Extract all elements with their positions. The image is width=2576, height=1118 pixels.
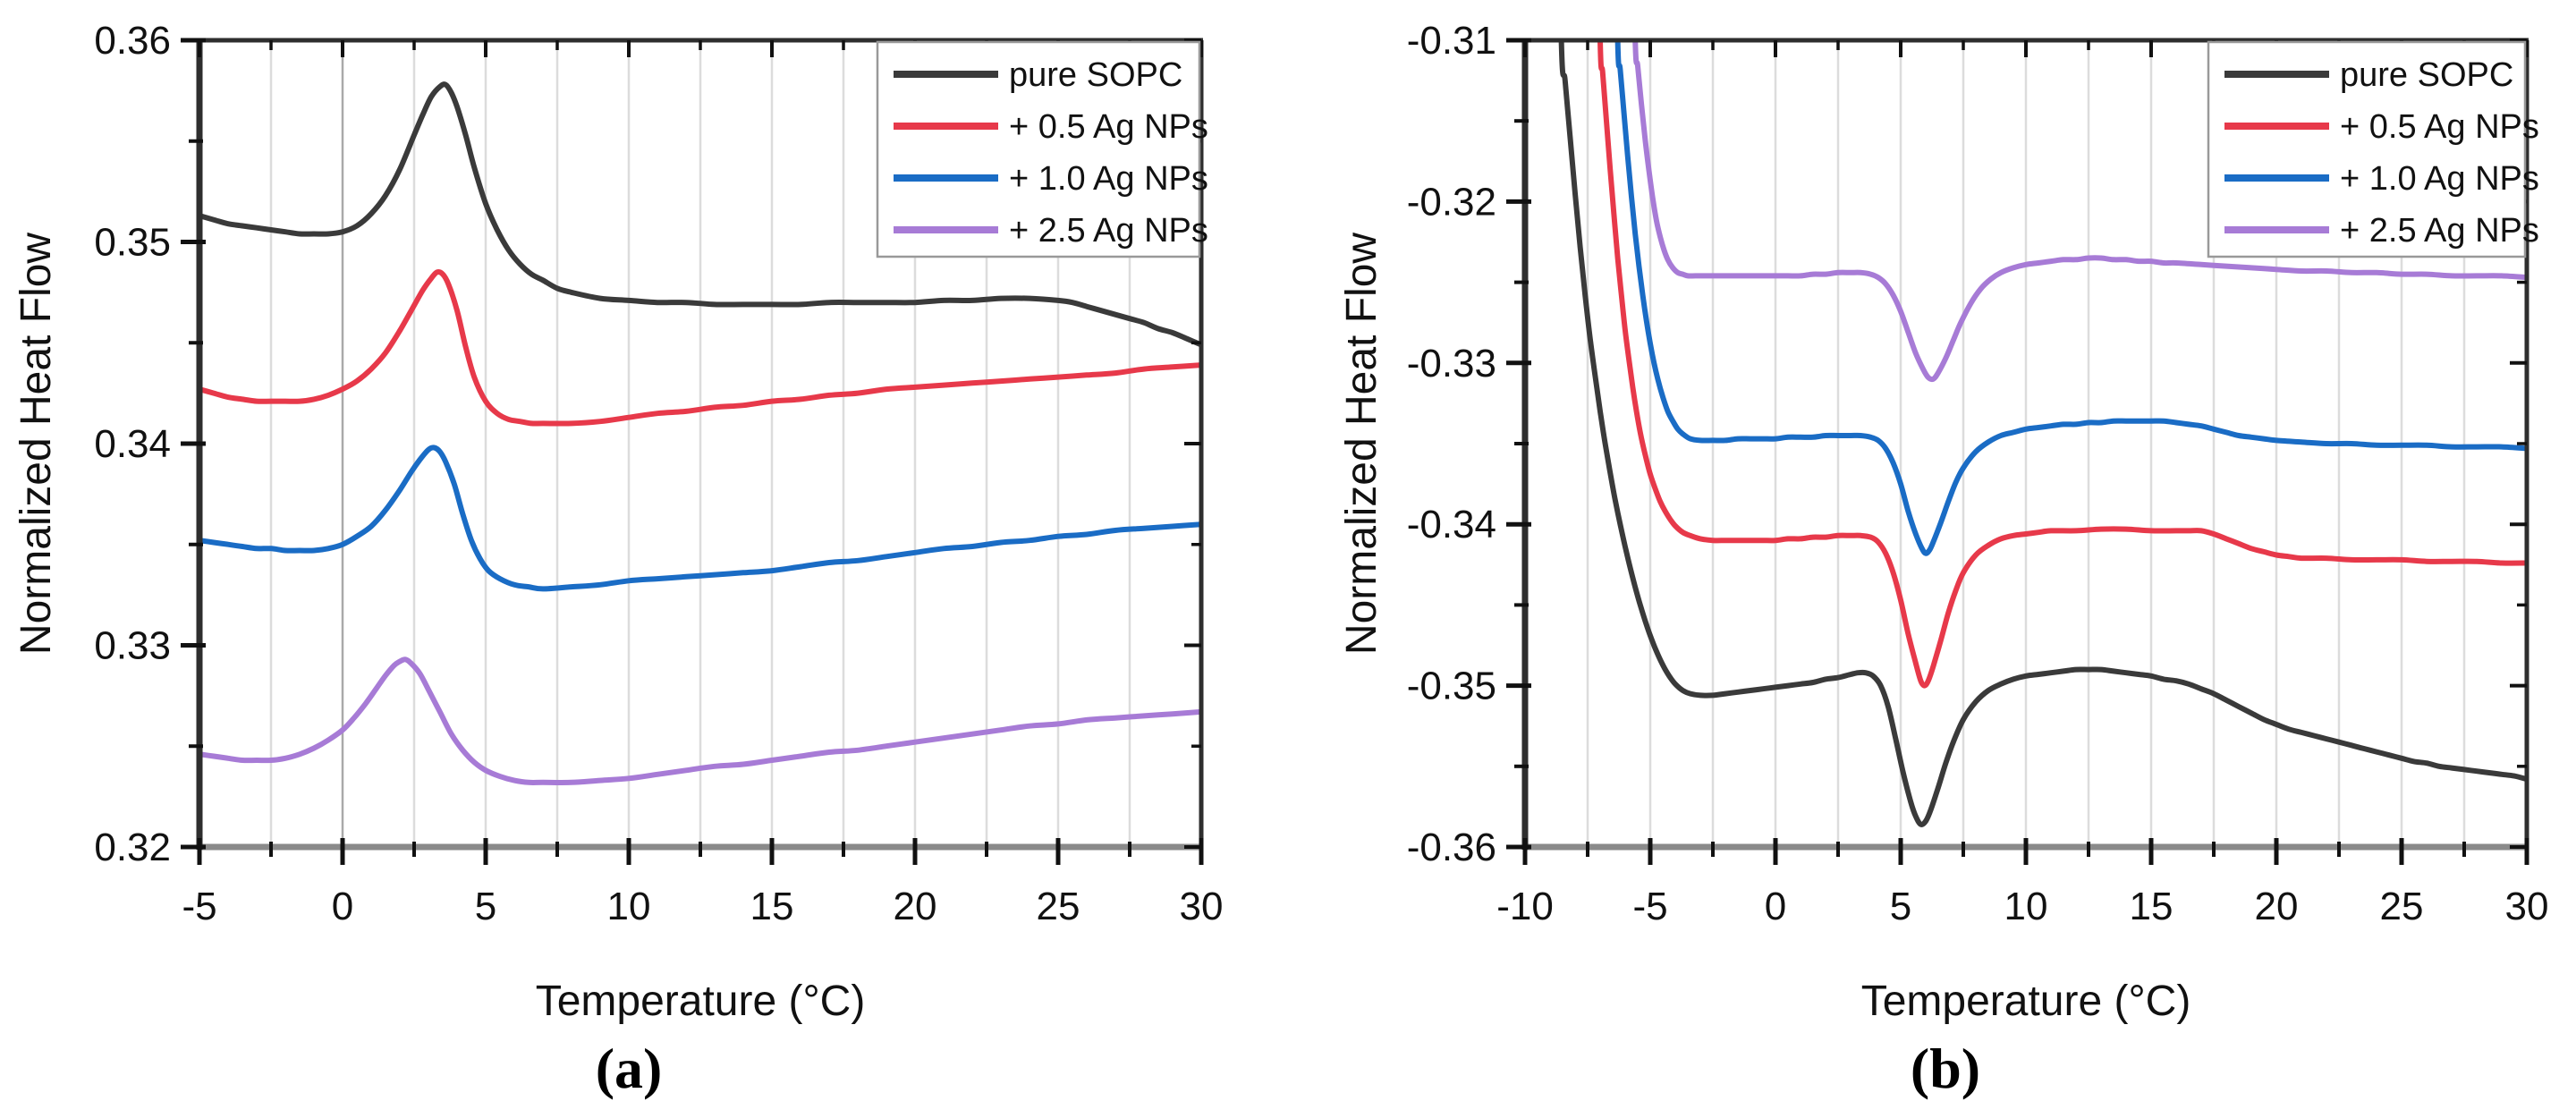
y-tick-label: 0.34 bbox=[94, 422, 171, 466]
y-tick-label: -0.31 bbox=[1407, 19, 1496, 63]
legend-label: pure SOPC bbox=[2340, 56, 2513, 94]
y-tick-label: -0.32 bbox=[1407, 180, 1496, 224]
y-tick-label: 0.33 bbox=[94, 624, 171, 668]
subfigure-label-b: (b) bbox=[1910, 1037, 1981, 1100]
legend-label: + 2.5 Ag NPs bbox=[2340, 212, 2539, 250]
curve--2.5-ag-nps bbox=[1632, 40, 2527, 383]
x-axis-title: Temperature (°C) bbox=[1861, 978, 2191, 1025]
chart-a: -5 0 5 10 15 20 25 30 0.36 0.35 0.34 0.33 0.32 Temper… bbox=[13, 19, 1223, 1025]
y-axis-title: Normalized Heat Flow bbox=[1338, 233, 1385, 655]
y-tick-label: 0.32 bbox=[94, 826, 171, 869]
curve--0.5-ag-nps bbox=[199, 269, 1201, 427]
x-tick-label: 30 bbox=[1180, 885, 1224, 928]
x-tick-label: 5 bbox=[475, 885, 496, 928]
x-tick-label: 25 bbox=[2380, 885, 2424, 928]
x-axis-title: Temperature (°C) bbox=[536, 978, 866, 1025]
x-tick-label: -5 bbox=[182, 885, 216, 928]
legend-label: pure SOPC bbox=[1009, 56, 1182, 94]
legend-label: + 0.5 Ag NPs bbox=[1009, 108, 1208, 146]
curve--1.0-ag-nps bbox=[1614, 40, 2527, 556]
y-axis-title: Normalized Heat Flow bbox=[13, 233, 60, 655]
y-tick-label: 0.36 bbox=[94, 19, 171, 63]
y-tick-label: 0.35 bbox=[94, 221, 171, 265]
x-axis-ticks: -10 -5 0 5 10 15 20 25 30 bbox=[1496, 40, 2548, 928]
x-tick-label: 25 bbox=[1037, 885, 1080, 928]
x-tick-label: 30 bbox=[2505, 885, 2549, 928]
y-axis-ticks: 0.36 0.35 0.34 0.33 0.32 bbox=[94, 19, 1201, 869]
legend: pure SOPC + 0.5 Ag NPs + 1.0 Ag NPs + 2.5 A… bbox=[2207, 40, 2539, 258]
gridlines bbox=[1586, 40, 2466, 847]
y-tick-label: -0.33 bbox=[1407, 342, 1496, 385]
y-tick-label: -0.35 bbox=[1407, 665, 1496, 708]
legend-label: + 1.0 Ag NPs bbox=[2340, 160, 2539, 198]
x-tick-label: 0 bbox=[1765, 885, 1786, 928]
series-group bbox=[1558, 40, 2527, 827]
chart-b: -10 -5 0 5 10 15 20 25 30-0.31-0.32-0.33-0.34-0.… bbox=[1338, 19, 2548, 1025]
curve-pure-sopc bbox=[199, 81, 1201, 348]
series-group bbox=[199, 81, 1201, 785]
subfigure-label-a: (a) bbox=[595, 1037, 663, 1100]
x-tick-label: 20 bbox=[894, 885, 937, 928]
legend-label: + 2.5 Ag NPs bbox=[1009, 212, 1208, 250]
legend-label: + 0.5 Ag NPs bbox=[2340, 108, 2539, 146]
legend-label: + 1.0 Ag NPs bbox=[1009, 160, 1208, 198]
y-tick-label: -0.36 bbox=[1407, 826, 1496, 869]
x-tick-label: 5 bbox=[1890, 885, 1911, 928]
curve--0.5-ag-nps bbox=[1597, 40, 2527, 689]
x-tick-label: 15 bbox=[750, 885, 794, 928]
x-tick-label: 0 bbox=[332, 885, 353, 928]
y-tick-label: -0.34 bbox=[1407, 503, 1496, 546]
curve--1.0-ag-nps bbox=[199, 445, 1201, 592]
y-axis-ticks: -0.31 -0.32 -0.33 -0.34 -0.35 -0.36 bbox=[1407, 19, 2527, 869]
x-tick-label: 10 bbox=[2004, 885, 2048, 928]
x-tick-label: -10 bbox=[1496, 885, 1554, 928]
curve--2.5-ag-nps bbox=[199, 656, 1201, 785]
x-tick-label: 10 bbox=[607, 885, 651, 928]
legend: pure SOPC + 0.5 Ag NPs + 1.0 Ag NPs + 2.5 A… bbox=[876, 40, 1208, 258]
curve-pure-sopc bbox=[1558, 40, 2527, 827]
x-tick-label: -5 bbox=[1632, 885, 1667, 928]
x-tick-label: 20 bbox=[2255, 885, 2299, 928]
x-tick-label: 15 bbox=[2130, 885, 2174, 928]
